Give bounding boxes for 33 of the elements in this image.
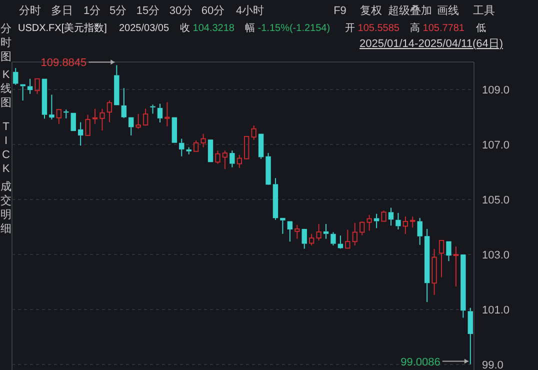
text: 工具 xyxy=(473,5,495,17)
text: 2025/03/05 xyxy=(119,23,170,34)
text: 幅 -1.15%(-1.2154) xyxy=(245,22,330,34)
text: K线图 xyxy=(0,69,12,109)
text: 成交明细 xyxy=(0,180,12,235)
text: 分时图 xyxy=(0,23,12,63)
text: 5分 xyxy=(109,5,127,17)
text: 30分 xyxy=(169,5,193,17)
chart-title: USDX.FX[美元指数] xyxy=(18,22,108,34)
annotation: 99.0086 xyxy=(400,356,440,368)
y-tick-label: 103.0 xyxy=(482,250,510,262)
text: 1分 xyxy=(83,5,101,17)
annotation: 109.8845 xyxy=(40,57,87,70)
text: 开 105.5585 xyxy=(345,23,400,34)
text: 画线 xyxy=(437,4,459,17)
text: 多日 xyxy=(51,5,73,17)
text: 高 105.7781 xyxy=(410,22,465,34)
text: 复权 xyxy=(360,5,382,17)
text: 60分 xyxy=(201,5,225,17)
y-tick-label: 109.0 xyxy=(482,84,510,96)
text: 4小时 xyxy=(236,4,264,17)
text: 分时 xyxy=(19,4,41,17)
y-tick-label: 107.0 xyxy=(482,140,510,152)
text: TICK xyxy=(2,121,10,175)
y-tick-label: 101.0 xyxy=(482,304,510,316)
text: 收 104.3218 xyxy=(180,23,235,34)
text: 15分 xyxy=(136,5,160,17)
text: F9 xyxy=(334,5,346,17)
chart-subtitle: 2025/01/14-2025/04/11(64日) xyxy=(359,38,503,50)
y-tick-label: 105.0 xyxy=(482,194,510,206)
y-tick-label: 99.0 xyxy=(482,360,504,370)
text: 超级叠加 xyxy=(388,4,432,17)
text: 低 xyxy=(476,23,486,34)
